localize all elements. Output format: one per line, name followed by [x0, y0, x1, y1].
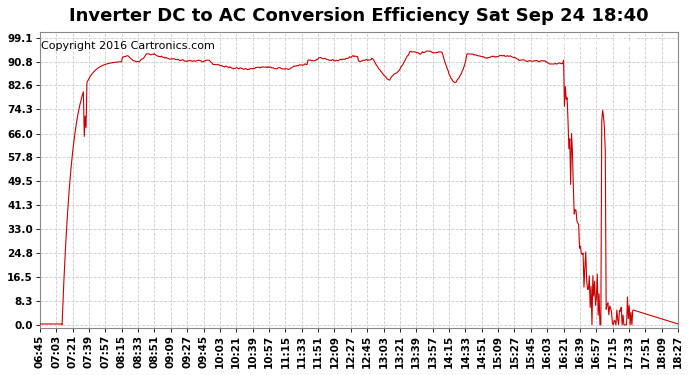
Title: Inverter DC to AC Conversion Efficiency Sat Sep 24 18:40: Inverter DC to AC Conversion Efficiency …	[69, 7, 649, 25]
Text: Copyright 2016 Cartronics.com: Copyright 2016 Cartronics.com	[41, 41, 215, 51]
